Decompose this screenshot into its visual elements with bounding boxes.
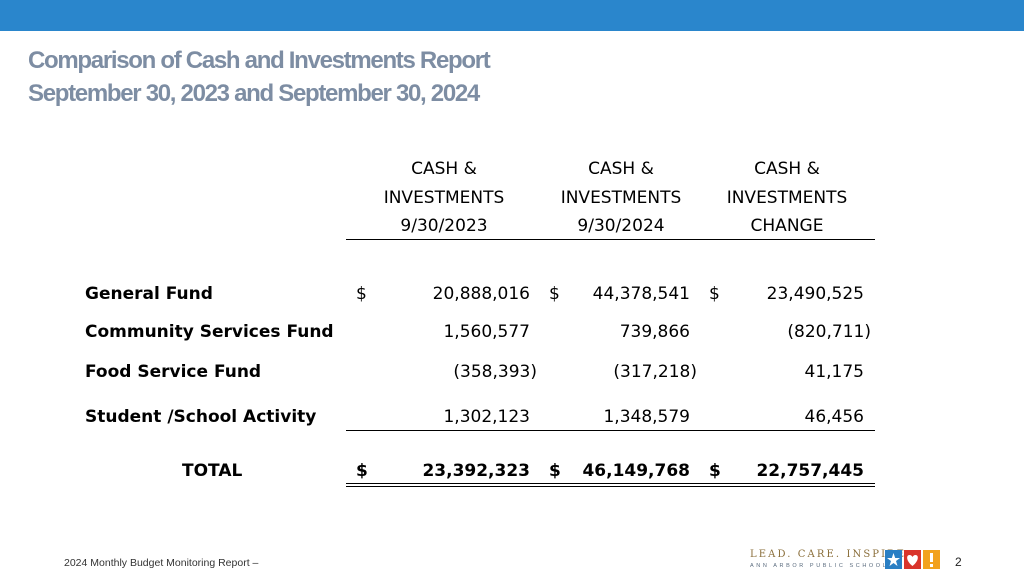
currency-sign: $ [356, 461, 368, 481]
subtotal-divider [346, 430, 875, 431]
currency-sign: $ [709, 461, 721, 481]
page-number: 2 [955, 555, 962, 569]
currency-sign: $ [709, 284, 720, 304]
column-header-line: CASH & [411, 159, 477, 179]
row-label-general-fund: General Fund [85, 284, 213, 304]
footer-report-name: 2024 Monthly Budget Monitoring Report – [64, 557, 259, 569]
column-header-line: CASH & [754, 159, 820, 179]
currency-sign: $ [549, 461, 561, 481]
student-activity-2023: 1,302,123 [443, 407, 530, 427]
currency-sign: $ [549, 284, 560, 304]
student-activity-2024: 1,348,579 [603, 407, 690, 427]
column-header-line: 9/30/2023 [400, 216, 488, 236]
logo-org-name: ANN ARBOR PUBLIC SCHOOLS [750, 563, 895, 569]
column-header-line: INVESTMENTS [383, 187, 505, 208]
column-header-line: INVESTMENTS [560, 187, 682, 208]
total-2024: 46,149,768 [582, 461, 690, 481]
column-header-line: 9/30/2024 [577, 216, 665, 236]
student-activity-change: 46,456 [804, 407, 864, 427]
column-header-change: CASH & INVESTMENTS CHANGE [702, 155, 872, 241]
column-header-line: CASH & [588, 159, 654, 179]
community-services-change: (820,711) [787, 322, 871, 342]
community-services-2024: 739,866 [619, 322, 690, 342]
food-service-2023: (358,393) [453, 362, 537, 382]
page-title: Comparison of Cash and Investments Repor… [28, 44, 491, 110]
title-line-2: September 30, 2023 and September 30, 202… [28, 80, 480, 107]
general-fund-2024: 44,378,541 [592, 284, 690, 304]
logo-slogan: LEAD. CARE. INSPIRE. [750, 549, 912, 560]
column-header-line: INVESTMENTS [726, 187, 848, 208]
total-double-underline [346, 483, 875, 487]
column-header-2023: CASH & INVESTMENTS 9/30/2023 [359, 155, 529, 241]
general-fund-change: 23,490,525 [766, 284, 864, 304]
header-accent-bar [0, 0, 1024, 31]
row-label-student-school-activity: Student /School Activity [85, 407, 317, 427]
currency-sign: $ [356, 284, 367, 304]
total-2023: 23,392,323 [422, 461, 530, 481]
food-service-change: 41,175 [804, 362, 864, 382]
district-logo: LEAD. CARE. INSPIRE. ANN ARBOR PUBLIC SC… [750, 549, 945, 573]
community-services-2023: 1,560,577 [443, 322, 530, 342]
star-heart-exclamation-logo-icon [885, 550, 940, 569]
row-label-community-services-fund: Community Services Fund [85, 322, 334, 342]
total-label: TOTAL [182, 461, 243, 481]
general-fund-2023: 20,888,016 [432, 284, 530, 304]
title-line-1: Comparison of Cash and Investments Repor… [28, 47, 491, 74]
row-label-food-service-fund: Food Service Fund [85, 362, 262, 382]
total-change: 22,757,445 [756, 461, 864, 481]
header-divider [346, 239, 875, 240]
column-header-line: CHANGE [750, 216, 824, 236]
food-service-2024: (317,218) [613, 362, 697, 382]
column-header-2024: CASH & INVESTMENTS 9/30/2024 [536, 155, 706, 241]
